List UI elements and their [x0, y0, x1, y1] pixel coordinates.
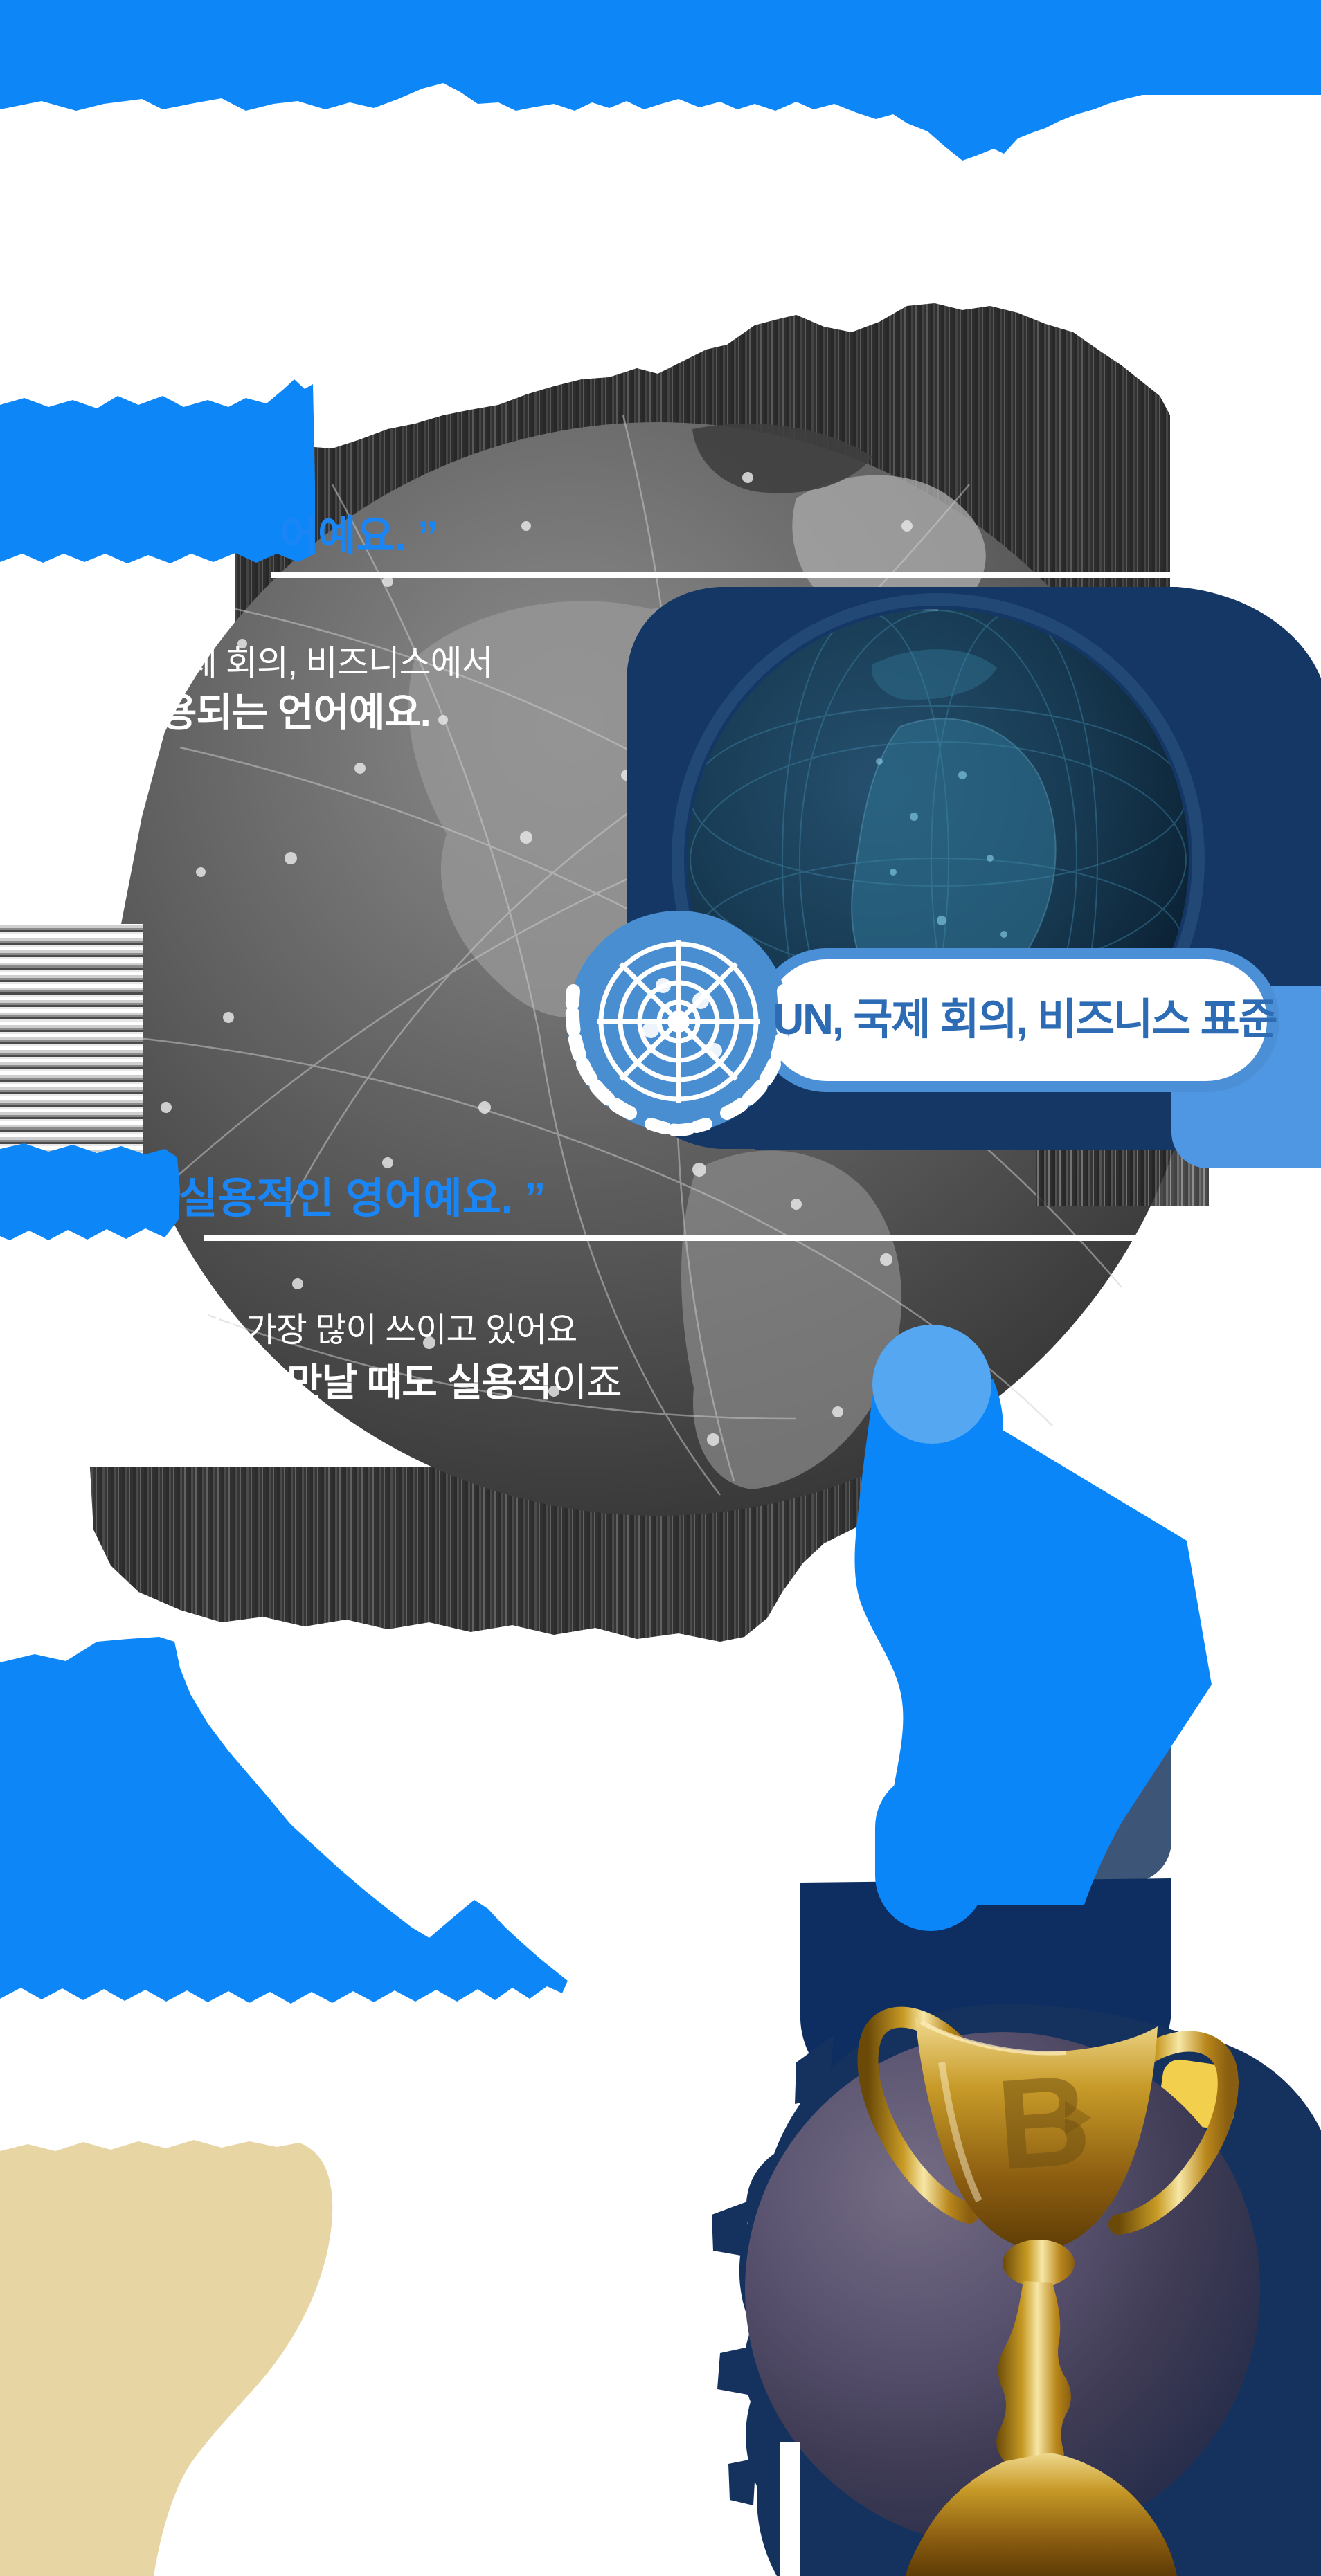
divider-line-1 — [271, 572, 1321, 578]
trophy-image: B — [857, 2006, 1239, 2576]
continent-south-america — [681, 1150, 902, 1489]
section-title-smear — [0, 1637, 568, 2004]
trophy-logo-triangle — [1065, 2101, 1091, 2135]
desc2-line2-tail: 이죠 — [551, 1361, 622, 1404]
desc1-line2: 용되는 언어예요. — [161, 691, 431, 735]
desc2-line2: 친구를 만날 때도 실용적이죠 — [172, 1361, 622, 1405]
quote1-text: 어예요. ” — [280, 513, 438, 559]
smeared-title-block — [0, 379, 315, 1240]
un-standard-badge — [766, 959, 1267, 1081]
quote2-smear — [0, 1143, 180, 1240]
desc1-line1: 제 회의, 비즈니스에서 — [186, 644, 494, 682]
desc2-line2-bold: 친구를 만날 때도 실용적 — [172, 1361, 552, 1404]
quote2-text: 실용적인 영어예요. ” — [179, 1174, 546, 1222]
white-glitch-wedge — [0, 566, 235, 924]
award-section: B — [712, 2004, 1321, 2576]
desc2-line1: 서 가장 많이 쓰이고 있어요 — [206, 1312, 577, 1349]
continent-greenland — [792, 475, 986, 619]
continent-dark-patch — [692, 424, 872, 493]
trophy-engraving: B — [993, 2049, 1095, 2197]
divider-line-2 — [204, 1235, 1321, 1241]
beige-card-shape — [0, 2140, 333, 2576]
un-emblem-icon — [565, 911, 792, 1136]
white-glitch-notch — [780, 2442, 800, 2576]
top-wave-banner — [0, 0, 1321, 161]
left-smear-stripes — [0, 924, 143, 1152]
un-badge-label: UN, 국제 회의, 비즈니스 표준 — [773, 996, 1277, 1044]
trophy-navy-glitch-bits — [712, 2035, 834, 2505]
figure-head — [872, 1325, 991, 1444]
